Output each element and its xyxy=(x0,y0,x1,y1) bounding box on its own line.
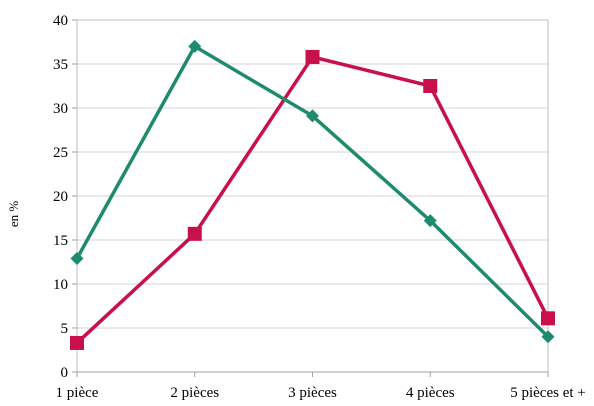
series-1 xyxy=(70,49,555,350)
x-axis: 1 pièce 2 pièces 3 pièces 4 pièces 5 pièces … xyxy=(56,371,586,401)
y-axis: 0 5 10 15 20 25 30 35 40 xyxy=(53,13,77,381)
data-point-square xyxy=(70,335,84,350)
series-line xyxy=(75,55,550,345)
y-tick-label: 35 xyxy=(53,57,68,73)
y-tick-label: 10 xyxy=(53,277,68,293)
data-point-diamond xyxy=(70,251,84,265)
data-point-diamond xyxy=(188,39,202,53)
data-point-square xyxy=(305,49,320,64)
x-tick-label: 3 pièces xyxy=(288,385,337,401)
y-tick-label: 5 xyxy=(61,321,69,337)
data-point-diamond xyxy=(541,330,555,344)
series-layer xyxy=(70,39,555,350)
y-tick-label: 0 xyxy=(61,365,69,381)
y-tick-label: 20 xyxy=(53,189,68,205)
series-line xyxy=(75,44,550,339)
y-tick-label: 25 xyxy=(53,145,68,161)
x-tick-label: 5 pièces et + xyxy=(510,385,586,401)
grid xyxy=(77,19,548,329)
x-tick-label: 1 pièce xyxy=(56,385,99,401)
data-point-diamond xyxy=(306,109,319,123)
y-axis-title: en % xyxy=(6,201,21,228)
series-2 xyxy=(70,39,555,344)
y-tick-label: 15 xyxy=(53,233,68,249)
y-tick-label: 30 xyxy=(53,101,68,117)
y-tick-label: 40 xyxy=(53,13,68,29)
data-point-square xyxy=(187,226,202,241)
data-point-square xyxy=(541,311,555,326)
data-point-square xyxy=(423,79,438,93)
data-point-diamond xyxy=(423,214,437,228)
x-tick-label: 2 pièces xyxy=(170,385,219,401)
x-tick-label: 4 pièces xyxy=(406,385,455,401)
